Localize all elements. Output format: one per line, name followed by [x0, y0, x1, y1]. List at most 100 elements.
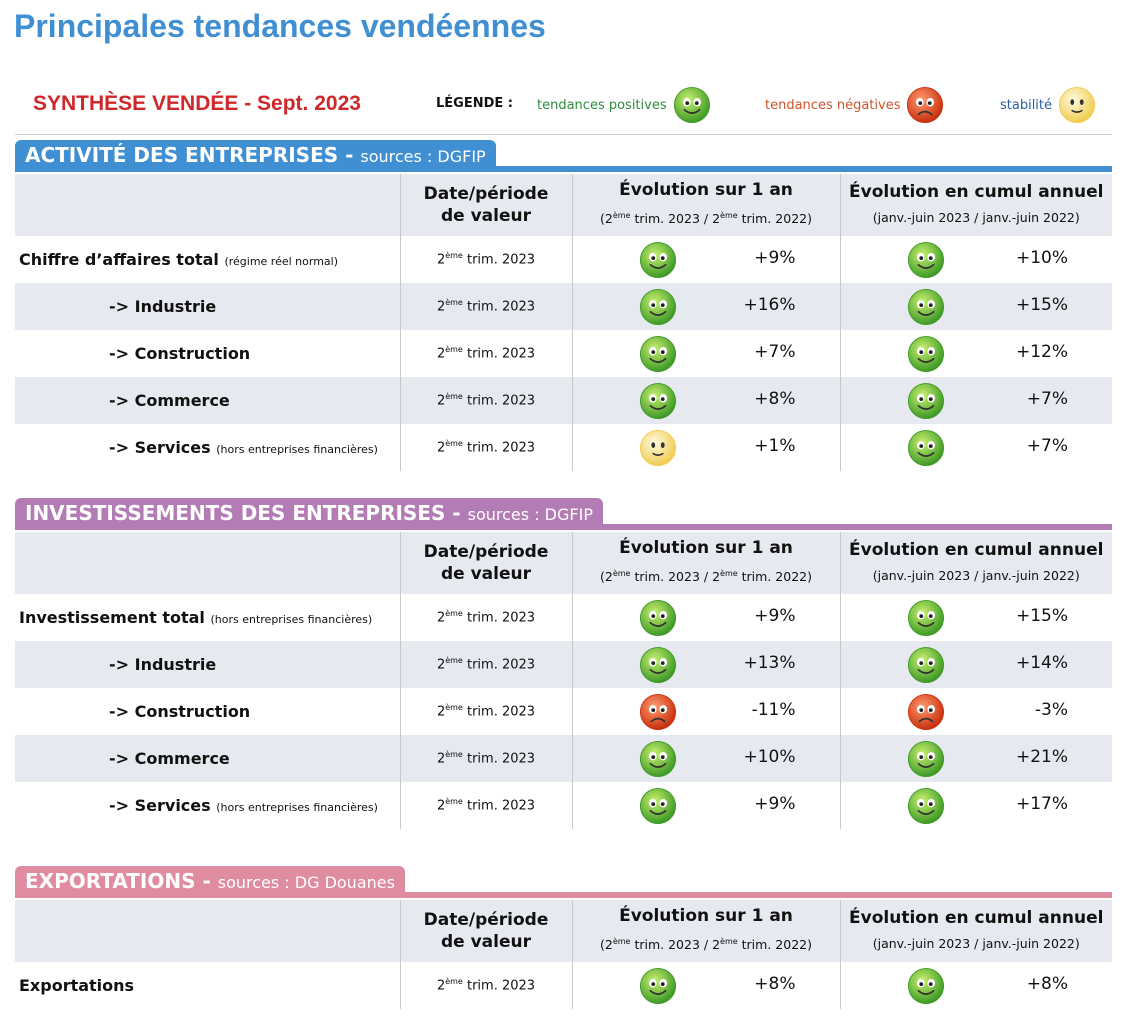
evolution-value: +14% — [1015, 653, 1068, 673]
superscript: ème — [445, 750, 463, 760]
header-cell: Évolution sur 1 an (2ème trim. 2023 / 2èm… — [571, 900, 840, 962]
row-label: Investissement total (hors entreprises f… — [15, 594, 400, 641]
section-title: EXPORTATIONS - — [25, 869, 211, 893]
section-title: ACTIVITÉ DES ENTREPRISES - — [25, 143, 354, 167]
row-label: -> Commerce — [15, 735, 400, 782]
trend-icon — [907, 787, 944, 825]
legend-item: tendances positives — [537, 86, 711, 124]
table-row: -> Services (hors entreprises financière… — [15, 424, 1112, 471]
evolution-value: +13% — [743, 653, 796, 673]
header-text: Évolution sur 1 an — [619, 906, 793, 927]
date-cell: 2ème trim. 2023 — [399, 424, 572, 471]
evolution-value: +16% — [743, 295, 796, 315]
text-part: (2 — [600, 569, 613, 585]
superscript: ème — [612, 569, 631, 579]
trend-icon — [639, 335, 676, 373]
header-text: de valeur — [440, 206, 531, 226]
evolution-cell: +8% — [839, 962, 1112, 1009]
superscript: ème — [445, 656, 463, 666]
table-head: Date/période de valeur Évolution sur 1 an (… — [15, 532, 1112, 594]
row-label: -> Construction — [15, 330, 400, 377]
legend-text: stabilité — [1000, 97, 1053, 113]
table-head: Date/période de valeur Évolution sur 1 an (… — [15, 174, 1112, 236]
superscript: ème — [445, 977, 463, 987]
text-part: 2 — [436, 299, 446, 315]
evolution-cell: +7% — [839, 424, 1112, 471]
trend-icon — [1058, 86, 1096, 124]
superscript: ème — [445, 251, 463, 261]
label-text: -> Industrie — [109, 297, 217, 316]
header-text: de valeur — [440, 564, 531, 584]
label-text: -> Commerce — [109, 749, 230, 768]
text-part: trim. 2023 — [462, 610, 536, 626]
data-table: Date/période de valeur Évolution sur 1 an (… — [15, 900, 1112, 1009]
text-part: trim. 2023 — [462, 657, 536, 673]
table-row: -> Commerce 2ème trim. 2023 +10% +21% — [15, 735, 1112, 782]
data-table: Date/période de valeur Évolution sur 1 an (… — [15, 174, 1112, 471]
evolution-value: +9% — [754, 248, 796, 268]
header-cell: Évolution en cumul annuel (janv.-juin 202… — [839, 900, 1112, 962]
text-part: trim. 2023 — [462, 751, 536, 767]
legend-label: LÉGENDE : — [436, 96, 513, 111]
superscript: ème — [445, 609, 463, 619]
text-part: 2 — [436, 252, 446, 268]
label-text: Investissement total — [19, 608, 205, 627]
superscript: ème — [612, 937, 631, 947]
evolution-value: +9% — [754, 794, 796, 814]
evolution-value: +10% — [743, 747, 796, 767]
evolution-value: -3% — [1034, 700, 1068, 720]
superscript: ème — [445, 439, 463, 449]
trend-icon — [907, 693, 944, 731]
date-cell: 2ème trim. 2023 — [399, 377, 572, 424]
trend-icon — [639, 693, 676, 731]
text-part: 2 — [436, 346, 446, 362]
evolution-cell: +8% — [571, 962, 840, 1009]
evolution-cell: +13% — [571, 641, 840, 688]
header-cell: Évolution sur 1 an (2ème trim. 2023 / 2èm… — [571, 532, 840, 594]
header-cell — [15, 900, 400, 962]
trend-icon — [907, 599, 944, 637]
trend-icon — [639, 429, 676, 467]
table-row: -> Commerce 2ème trim. 2023 +8% +7% — [15, 377, 1112, 424]
header-subtext: (janv.-juin 2023 / janv.-juin 2022) — [872, 210, 1080, 225]
text-part: trim. 2022) — [737, 211, 812, 227]
evolution-cell: +9% — [571, 594, 840, 641]
header-cell: Date/période de valeur — [399, 532, 572, 594]
table-row: -> Services (hors entreprises financière… — [15, 782, 1112, 829]
superscript: ème — [445, 345, 463, 355]
superscript: ème — [445, 392, 463, 402]
header-cell: Évolution sur 1 an (2ème trim. 2023 / 2èm… — [571, 174, 840, 236]
header-subtext: (2ème trim. 2023 / 2ème trim. 2022) — [573, 931, 840, 956]
label-text: Exportations — [19, 976, 135, 995]
section-tab: INVESTISSEMENTS DES ENTREPRISES - source… — [15, 498, 603, 526]
evolution-cell: +9% — [571, 236, 840, 283]
evolution-value: +1% — [754, 436, 796, 456]
evolution-cell: +15% — [839, 283, 1112, 330]
date-cell: 2ème trim. 2023 — [399, 962, 572, 1009]
label-text: -> Construction — [109, 344, 251, 363]
evolution-cell: +21% — [839, 735, 1112, 782]
text-part: trim. 2023 — [462, 346, 536, 362]
header-row: Date/période de valeur Évolution sur 1 an (… — [15, 174, 1112, 236]
evolution-value: +17% — [1015, 794, 1068, 814]
header-text: Date/période — [423, 910, 549, 930]
header-cell — [15, 174, 400, 236]
superscript: ème — [720, 211, 738, 221]
evolution-cell: +10% — [571, 735, 840, 782]
section-bar — [15, 524, 1112, 530]
evolution-value: +15% — [1015, 295, 1068, 315]
text-part: trim. 2023 — [462, 252, 536, 268]
superscript: ème — [445, 703, 463, 713]
evolution-value: -11% — [751, 700, 796, 720]
text-part: (2 — [600, 937, 613, 953]
evolution-cell: +1% — [571, 424, 840, 471]
evolution-value: +21% — [1015, 747, 1068, 767]
evolution-cell: +8% — [571, 377, 840, 424]
evolution-cell: +12% — [839, 330, 1112, 377]
trend-icon — [907, 288, 944, 326]
header-text: Date/période — [423, 184, 549, 204]
row-label: Exportations — [15, 962, 400, 1009]
superscript: ème — [612, 211, 631, 221]
text-part: 2 — [436, 610, 446, 626]
